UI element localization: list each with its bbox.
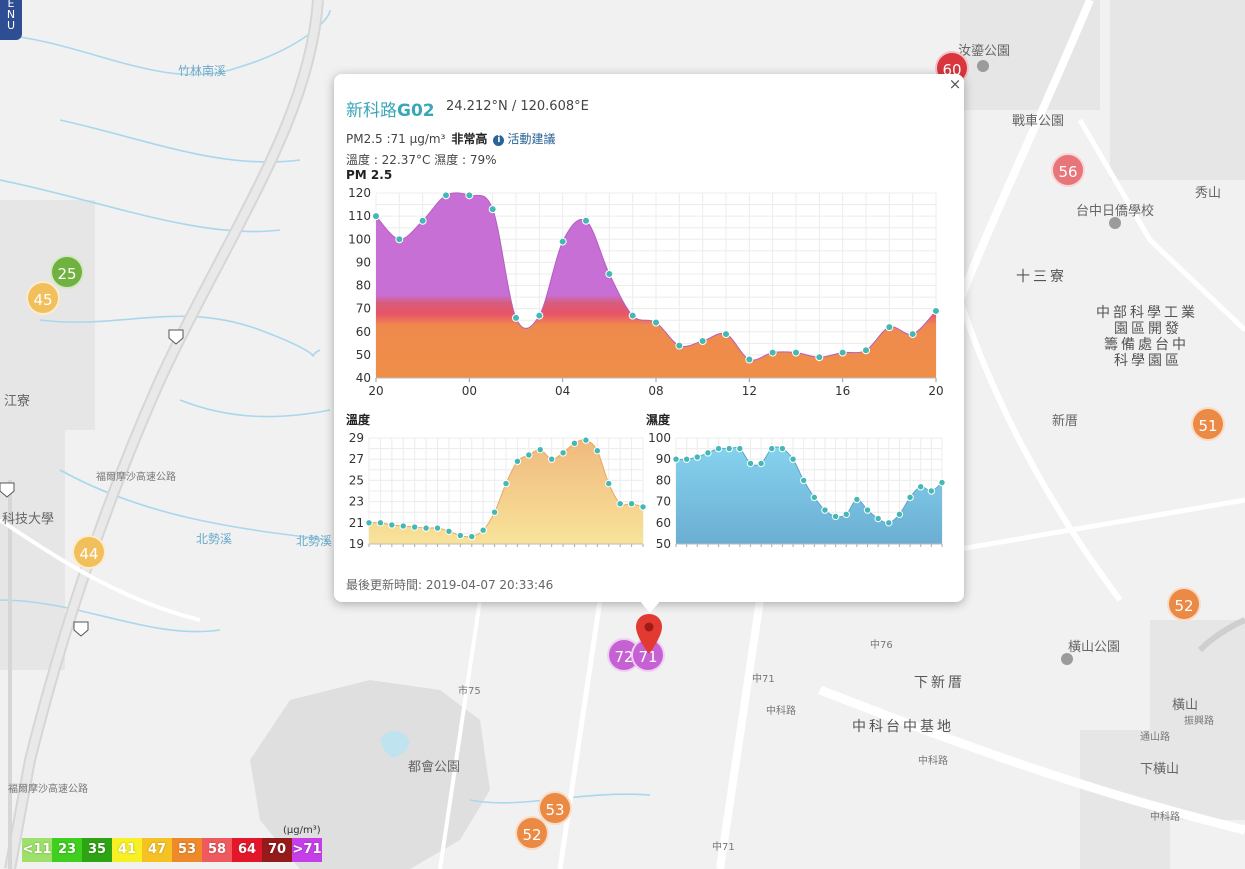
station-coords: 24.212°N / 120.608°E <box>446 99 589 114</box>
legend-item: >71 <box>292 838 322 862</box>
legend-item: 53 <box>172 838 202 862</box>
map-label: 秀山 <box>1195 186 1222 201</box>
map-label: 北勢溪 <box>196 532 233 546</box>
map-label: 中科路 <box>918 756 948 767</box>
env-summary: 溫度 : 22.37°C 濕度 : 79% <box>346 153 497 167</box>
station-marker[interactable]: 53 <box>538 791 572 825</box>
station-code: G02 <box>397 101 435 121</box>
map-label: 園區開發 <box>1114 321 1182 337</box>
map-label: 福爾摩沙高速公路 <box>8 784 88 795</box>
map-label: 中71 <box>712 842 735 853</box>
map-label: 戰車公園 <box>1012 114 1065 129</box>
map-pin-icon[interactable] <box>636 614 662 654</box>
map-label: 下橫山 <box>1140 762 1180 777</box>
map-label: 中71 <box>752 674 775 685</box>
legend-item: 35 <box>82 838 112 862</box>
map-label: 新厝 <box>1052 414 1079 429</box>
station-name: 新科路 <box>346 101 397 121</box>
map-label: 中76 <box>870 640 893 651</box>
legend-item: 58 <box>202 838 232 862</box>
map-label: 中科路 <box>766 706 796 717</box>
info-icon: i <box>493 135 505 146</box>
pm-value-text: PM2.5 :71 μg/m³ <box>346 132 446 146</box>
legend-item: 47 <box>142 838 172 862</box>
map-label: 橫山 <box>1172 698 1199 713</box>
legend-item: 70 <box>262 838 292 862</box>
station-marker[interactable]: 56 <box>1051 153 1085 187</box>
legend-item: 23 <box>52 838 82 862</box>
map-label: 中科路 <box>1150 812 1180 823</box>
map-label: 下新厝 <box>914 675 965 691</box>
map-label: 橫山公園 <box>1068 640 1121 655</box>
map-label: 科學園區 <box>1114 353 1182 369</box>
station-marker[interactable]: 52 <box>1167 587 1201 621</box>
temp-chart-title: 溫度 <box>346 413 371 427</box>
station-marker[interactable]: 44 <box>72 535 106 569</box>
map-label: 江寮 <box>4 394 31 409</box>
map-label: 十三寮 <box>1016 269 1067 285</box>
legend-item: 41 <box>112 838 142 862</box>
close-button[interactable]: × <box>948 75 962 93</box>
station-marker[interactable]: 25 <box>50 255 84 289</box>
map-label: 福爾摩沙高速公路 <box>96 472 176 483</box>
advice-link[interactable]: i 活動建議 <box>493 132 555 146</box>
last-updated: 最後更新時間: 2019-04-07 20:33:46 <box>346 578 554 592</box>
map-label: 中部科學工業 <box>1096 305 1198 321</box>
legend-item: <11 <box>22 838 52 862</box>
map-label: 都會公園 <box>408 760 461 775</box>
map-label: 台中日僑學校 <box>1076 204 1155 219</box>
popup-tip <box>639 600 661 613</box>
map-label: 籌備處台中 <box>1104 337 1189 353</box>
station-marker[interactable]: 52 <box>515 816 549 850</box>
map-label: 竹林南溪 <box>178 64 227 78</box>
station-marker[interactable]: 51 <box>1191 407 1225 441</box>
menu-tab-label: ENU <box>6 0 16 32</box>
pm-legend: <11 23 35 41 47 53 58 64 70 >71 <box>22 838 322 862</box>
map-label: 通山路 <box>1140 732 1170 743</box>
pm-chart-title: PM 2.5 <box>346 168 393 182</box>
map-label: 汝鎏公園 <box>958 44 1011 59</box>
map-label: 中科台中基地 <box>852 719 954 735</box>
map-label: 北勢溪 <box>296 534 333 548</box>
map-label: 科技大學 <box>2 512 55 527</box>
legend-item: 64 <box>232 838 262 862</box>
pm-summary: PM2.5 :71 μg/m³ 非常高 i 活動建議 <box>346 130 555 147</box>
map-label: 振興路 <box>1184 716 1214 727</box>
map-label: 市75 <box>458 686 481 697</box>
pm-level: 非常高 <box>451 132 488 146</box>
station-marker[interactable]: 45 <box>26 281 60 315</box>
hum-chart-title: 濕度 <box>646 413 671 427</box>
advice-label: 活動建議 <box>507 132 556 146</box>
menu-tab[interactable]: ENU <box>0 0 22 40</box>
legend-unit: (μg/m³) <box>283 825 321 836</box>
station-title: 新科路G02 <box>346 96 435 121</box>
